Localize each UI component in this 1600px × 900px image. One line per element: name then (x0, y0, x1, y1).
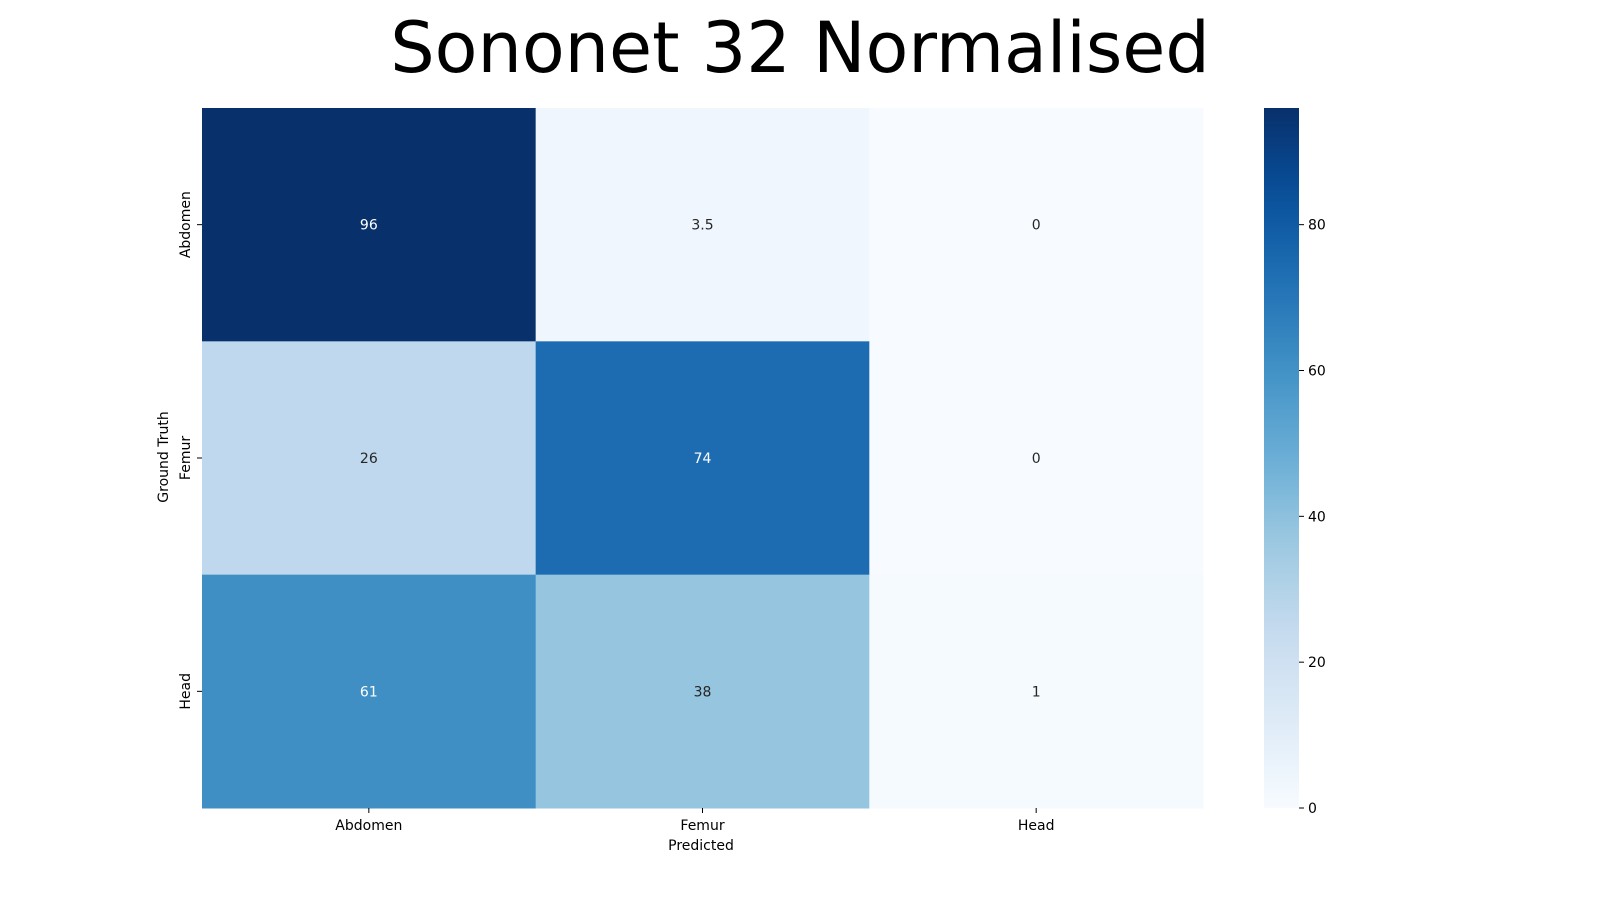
x-tick-label: Abdomen (335, 818, 402, 834)
heatmap-cell (202, 108, 537, 342)
cell-value-label: 26 (360, 451, 378, 467)
y-tick-label: Abdomen (178, 191, 194, 258)
colorbar-tick-label: 60 (1308, 364, 1326, 380)
cell-value-label: 3.5 (691, 218, 713, 234)
heatmap-cell (535, 108, 870, 342)
cell-value-label: 38 (694, 684, 712, 700)
heatmap-cell (202, 341, 537, 576)
y-tick-label: Head (178, 673, 194, 710)
colorbar-tick-label: 0 (1308, 801, 1317, 817)
x-axis-ticks: Abdomen Femur Head (335, 808, 1054, 834)
y-axis-label: Ground Truth (156, 411, 172, 502)
heatmap-cell (869, 341, 1204, 576)
chart-title: Sononet 32 Normalised (390, 7, 1210, 89)
cell-value-label: 96 (360, 218, 378, 234)
cell-value-label: 0 (1032, 218, 1041, 234)
cell-value-label: 61 (360, 684, 378, 700)
colorbar-tick-label: 20 (1308, 655, 1326, 671)
heatmap-cell (535, 341, 870, 576)
colorbar-tick-label: 80 (1308, 218, 1326, 234)
heatmap-cell (869, 574, 1204, 809)
colorbar-tick-label: 40 (1308, 509, 1326, 525)
colorbar (1264, 108, 1299, 808)
cell-value-label: 74 (694, 451, 712, 467)
colorbar-ticks: 0 20 40 60 80 (1299, 218, 1326, 817)
x-axis-label: Predicted (668, 838, 734, 854)
heatmap-cell (202, 574, 537, 809)
y-axis-ticks: Abdomen Femur Head (178, 191, 202, 710)
cell-value-label: 1 (1032, 684, 1041, 700)
heatmap-cell-labels: 96 3.5 0 26 74 0 61 38 1 (360, 218, 1041, 701)
heatmap-cells (202, 108, 1204, 809)
y-tick-label: Femur (178, 436, 194, 480)
x-tick-label: Head (1018, 818, 1055, 834)
x-tick-label: Femur (680, 818, 724, 834)
heatmap-cell (535, 574, 870, 809)
cell-value-label: 0 (1032, 451, 1041, 467)
heatmap-cell (869, 108, 1204, 342)
